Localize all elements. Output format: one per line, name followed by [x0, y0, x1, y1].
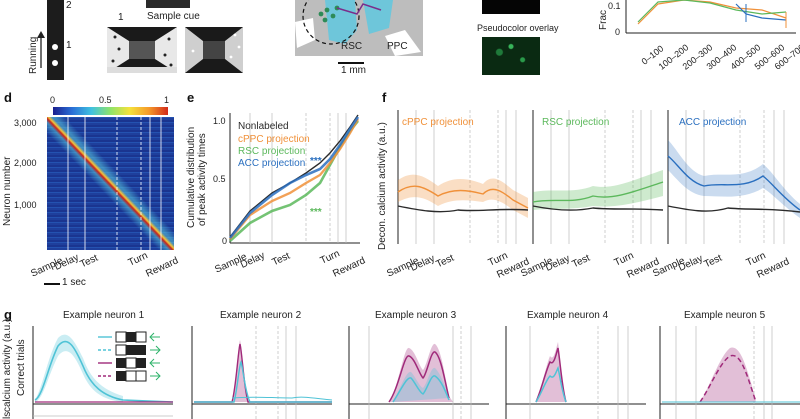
panel-e-ytick: 0: [222, 236, 228, 246]
g-plot-neuron-1: [32, 326, 174, 419]
panel-f-ylabel: Decon. calcium activity (a.u.): [377, 122, 388, 250]
panel-d-ytick: 1,000: [14, 200, 37, 210]
panel-g-letter: g: [4, 307, 12, 322]
panel-e-ytick: 1.0: [213, 116, 226, 126]
legend-nonlabeled: Nonlabeled: [238, 121, 289, 132]
brain-map: [295, 0, 423, 56]
green-stars: ***: [310, 207, 322, 218]
track-number-2: 2: [66, 0, 72, 11]
legend-acc: ACC projection: [238, 158, 306, 169]
panel-d-ytick: 2,000: [14, 158, 37, 168]
legend-cppc: cPPC projection: [238, 134, 310, 145]
panel-f-title-rsc: RSC projection: [542, 117, 610, 128]
panel-f-plot-rsc: [532, 110, 664, 244]
track-number-1: 1: [66, 40, 72, 51]
cdf-black: [229, 114, 359, 238]
panel-f-plot-acc: [667, 110, 800, 244]
trial-type-legend: [98, 331, 161, 382]
track-dot: [52, 60, 58, 66]
g-title-4: Example neuron 4: [527, 310, 609, 321]
panel-e-xtick: Test: [270, 250, 292, 269]
g-title-3: Example neuron 3: [375, 310, 457, 321]
colorbar-tick: 0: [50, 95, 56, 105]
track-dot: [52, 44, 58, 50]
g-title-2: Example neuron 2: [220, 310, 302, 321]
scale-bar: [338, 62, 364, 64]
g-plot-neuron-5: [659, 326, 800, 419]
colorbar: [53, 107, 168, 115]
panel-f-letter: f: [382, 90, 387, 105]
g-plot-neuron-3: [348, 326, 489, 419]
overlay-label: Pseudocolor overlay: [477, 23, 559, 33]
maze-left: [107, 27, 177, 73]
panel-g-ylabel-correct: Correct trials: [16, 339, 27, 396]
heatmap-event-lines: [67, 117, 162, 250]
time-scalebar-label: 1 sec: [62, 277, 86, 288]
panel-g-ylabel-error: ls: [2, 411, 13, 419]
panel-e-ylabel-1: Cumulative distribution: [186, 126, 197, 228]
g-title-5: Example neuron 5: [684, 310, 766, 321]
g-plot-neuron-2: [191, 326, 333, 419]
blue-stars: ***: [310, 156, 322, 167]
panel-d-letter: d: [4, 90, 12, 105]
panel-f-xtick: Test: [434, 252, 456, 271]
frac-label: Frac: [598, 10, 609, 30]
panel-f-plot-cppc: [397, 110, 529, 244]
panel-e-ylabel-2: of peak activity times: [197, 133, 208, 226]
panel-f-title-acc: ACC projection: [679, 117, 747, 128]
panel-d-xtick: Turn: [126, 250, 150, 269]
cdf-blue: [228, 116, 360, 239]
running-arrow: [37, 31, 45, 68]
running-track: [47, 0, 64, 80]
imaging-thumbnail: [482, 0, 540, 14]
ppc-label: PPC: [387, 41, 408, 52]
panel-f-xtick: Turn: [612, 250, 636, 269]
scale-label: 1 mm: [341, 65, 366, 76]
g-title-1: Example neuron 1: [63, 310, 145, 321]
frac-tick-0.1: 0.1: [608, 1, 621, 11]
panel-d-xtick: Reward: [144, 255, 181, 280]
panel-e-letter: e: [187, 90, 195, 105]
sample-cue-box: [146, 0, 190, 8]
panel-g-ylabel-calcium: calcium activity (a.u.): [2, 318, 13, 412]
g-plot-neuron-4: [505, 326, 646, 419]
panel-f-xtick: Test: [702, 252, 724, 271]
panel-e-plot: [228, 113, 360, 244]
sample-cue-label: Sample cue: [147, 11, 200, 22]
frac-chart: [625, 0, 796, 34]
colorbar-tick: 1: [164, 95, 170, 105]
panel-d-ytick: 3,000: [14, 118, 37, 128]
panel-f-title-cppc: cPPC projection: [402, 117, 474, 128]
panel-d-xtick: Delay: [52, 252, 81, 273]
maze-number: 1: [118, 12, 124, 23]
legend-rsc: RSC projection: [238, 146, 306, 157]
panel-f-xtick: Test: [570, 252, 592, 271]
rsc-label: RSC: [341, 41, 363, 52]
frac-tick-0: 0: [615, 27, 621, 37]
panel-d-xtick: Test: [78, 252, 100, 271]
pseudocolor-image: [482, 37, 540, 75]
panel-e-xtick: Turn: [318, 248, 342, 267]
cdf-orange: [229, 118, 360, 240]
maze-right: [185, 27, 243, 73]
colorbar-tick: 0.5: [99, 95, 112, 105]
panel-d-ylabel: Neuron number: [2, 156, 13, 226]
time-scalebar: [44, 283, 60, 285]
panel-e-ytick: 0.5: [213, 174, 226, 184]
